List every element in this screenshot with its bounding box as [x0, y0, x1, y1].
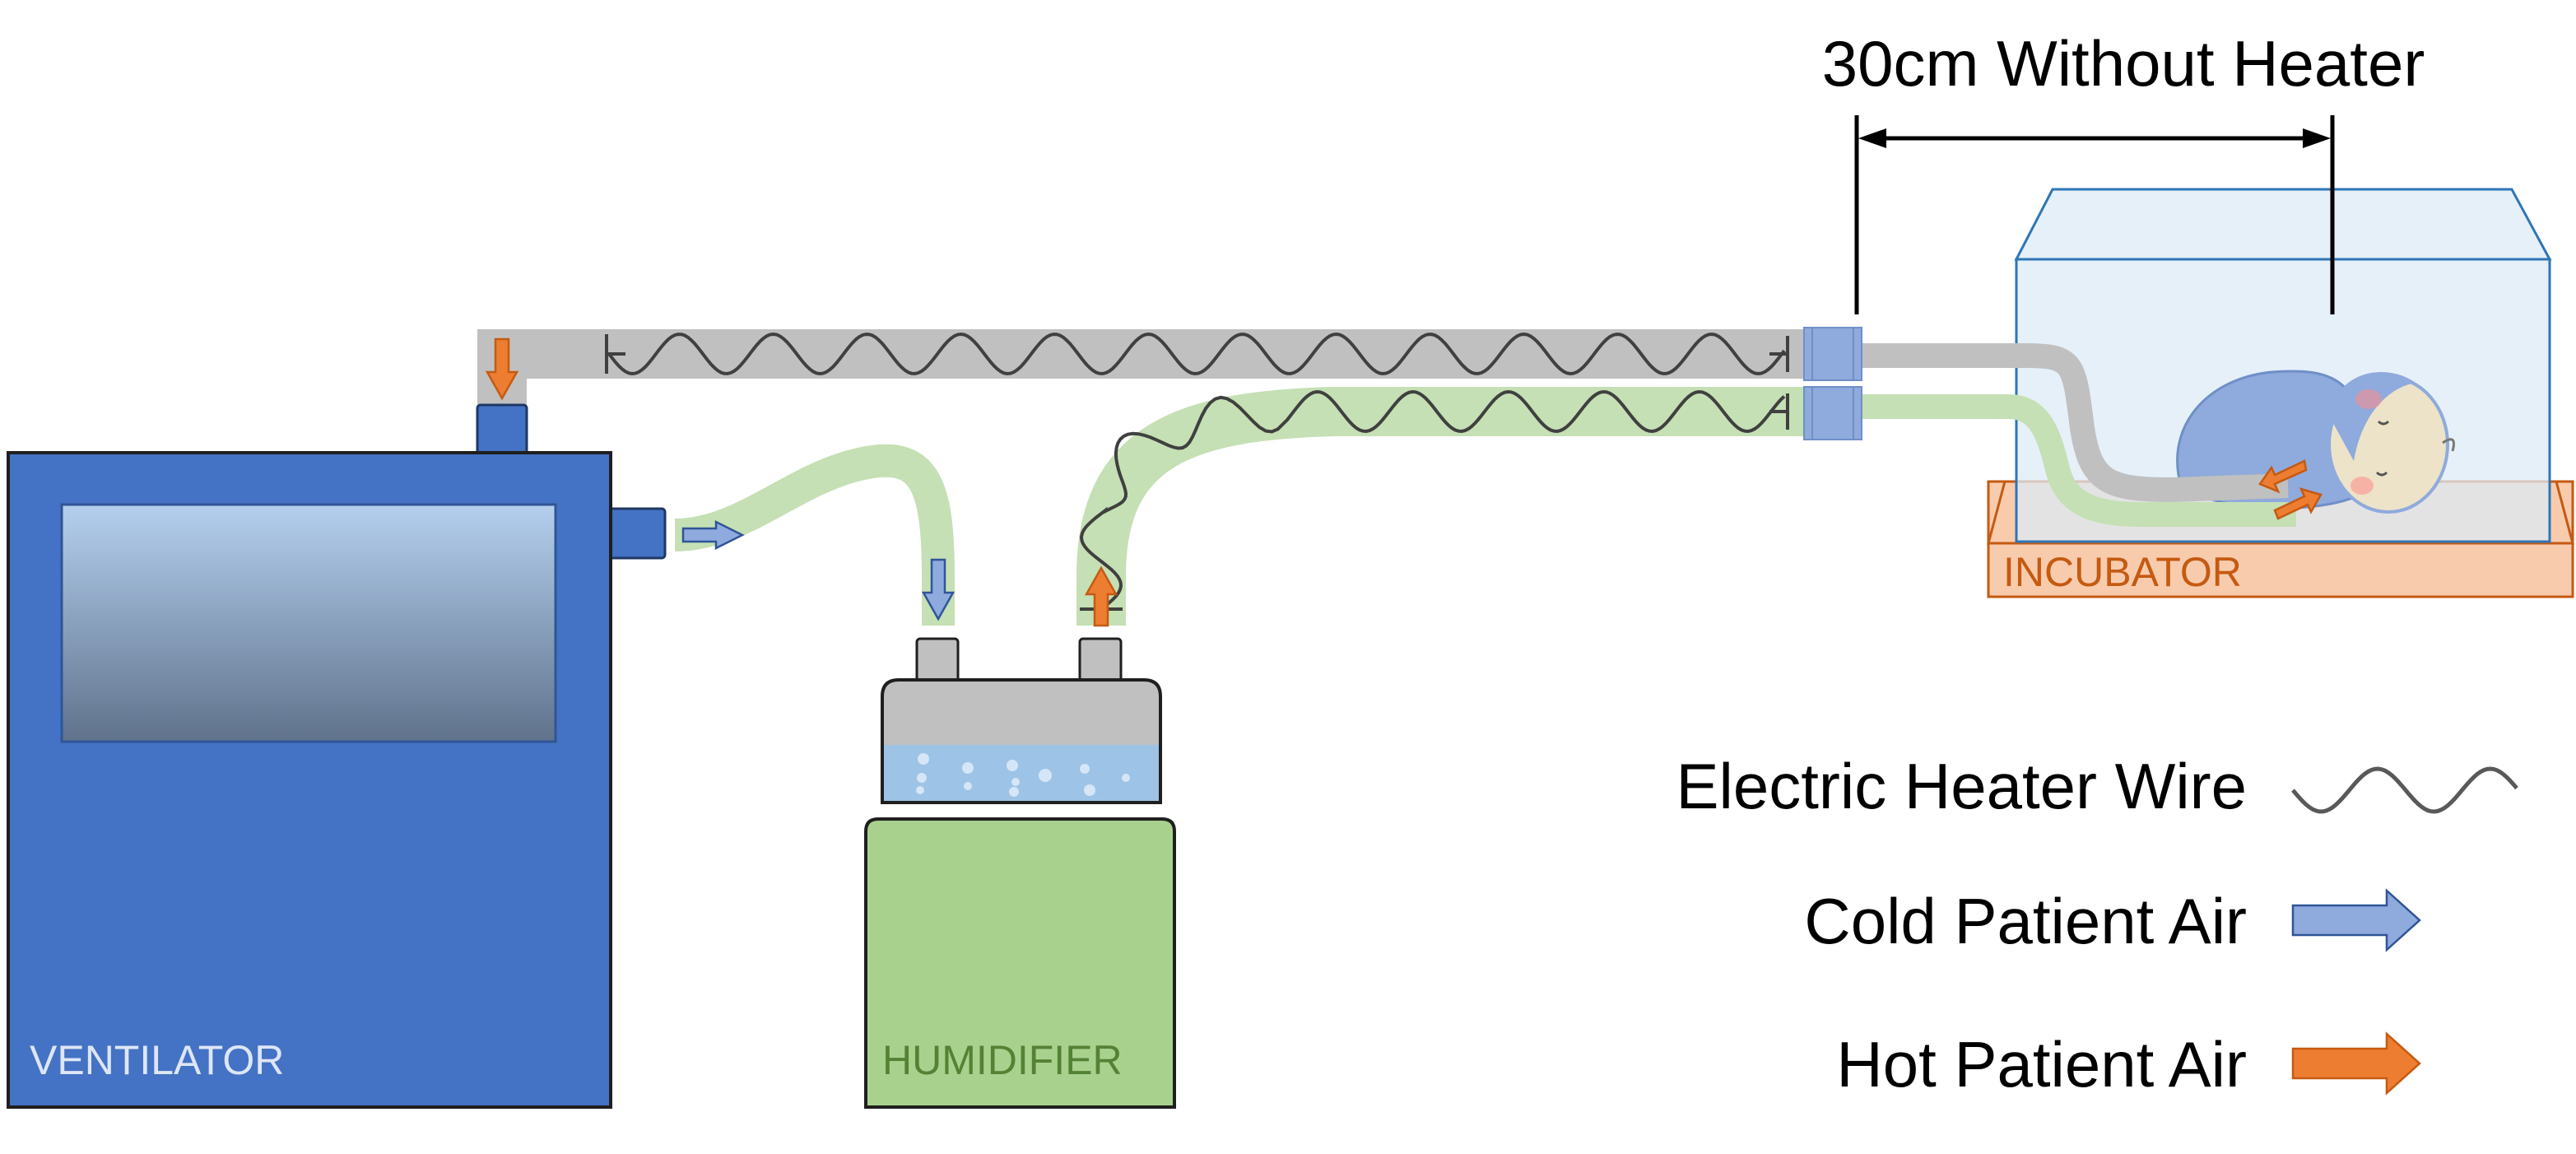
flow-arrows	[485, 337, 2323, 627]
humidifier-water	[882, 745, 1160, 803]
baby-eye-bottom	[2375, 471, 2388, 477]
heater-wire-inspiratory	[1079, 389, 1786, 611]
inspiratory-limb-unheated	[1858, 394, 2296, 527]
baby-ear	[2442, 438, 2455, 452]
heater-wire-expiratory	[607, 332, 1786, 376]
baby-cheek-bottom	[2350, 477, 2374, 495]
water-bubbles	[916, 753, 1130, 797]
baby-cheek-top	[2355, 389, 2382, 409]
humidifier-chamber-outline	[881, 678, 1162, 804]
ventilator-to-humidifier-tube	[674, 444, 955, 626]
arrow-right-icon	[2291, 888, 2421, 952]
cold-air-arrow	[681, 519, 745, 551]
hot-air-arrow	[2273, 487, 2323, 520]
sine-wave-icon	[2291, 766, 2518, 814]
humidifier-label: HUMIDIFIER	[882, 1037, 1123, 1083]
legend-cold-air-label: Cold Patient Air	[1804, 885, 2247, 957]
humidifier-base	[864, 817, 1176, 1109]
legend: Electric Heater Wire Cold Patient Air Ho…	[1676, 750, 2518, 1100]
inspiratory-connector-flange	[1803, 386, 1813, 440]
ventilator-label: VENTILATOR	[30, 1037, 284, 1083]
expiratory-connector-flange	[1803, 327, 1813, 381]
humidifier: HUMIDIFIER	[864, 637, 1176, 1109]
ventilator-screen	[60, 503, 557, 743]
incubator-hood-roof	[2014, 188, 2552, 261]
arrow-right-icon	[2291, 1031, 2421, 1096]
expiratory-connector-flange	[1853, 327, 1862, 381]
incubator-label: INCUBATOR	[2003, 549, 2242, 595]
inspiratory-limb-tube	[1076, 387, 1811, 626]
expiratory-limb-unheated	[1858, 343, 2289, 503]
inspiratory-connector-flange	[1853, 386, 1862, 440]
hot-air-arrow	[1084, 565, 1118, 627]
hot-air-arrow	[2258, 459, 2308, 494]
cold-air-arrow	[921, 558, 956, 621]
heater-wires	[605, 332, 1789, 611]
ventilator-top-port	[476, 403, 528, 456]
baby-eye-top	[2377, 420, 2390, 426]
hot-air-arrow	[485, 337, 519, 401]
baby-hat	[2329, 372, 2416, 461]
legend-hot-air-label: Hot Patient Air	[1836, 1028, 2247, 1100]
humidifier-chamber-lid	[882, 680, 1160, 745]
ventilator-side-port	[607, 507, 667, 560]
ventilator: VENTILATOR	[7, 403, 667, 1109]
expiratory-connector	[1808, 327, 1858, 381]
tubing	[477, 327, 2296, 626]
expiratory-limb-tube	[477, 329, 1811, 379]
dimension-annotation	[1854, 115, 2335, 314]
legend-heater-wire-label: Electric Heater Wire	[1676, 750, 2247, 822]
inspiratory-connector	[1808, 386, 1858, 440]
baby	[2176, 370, 2455, 514]
dimension-arrowhead-right	[2303, 128, 2331, 148]
dimension-label: 30cm Without Heater	[1822, 27, 2425, 100]
dimension-arrowhead-left	[1858, 128, 1886, 148]
connectors	[1803, 327, 1862, 440]
